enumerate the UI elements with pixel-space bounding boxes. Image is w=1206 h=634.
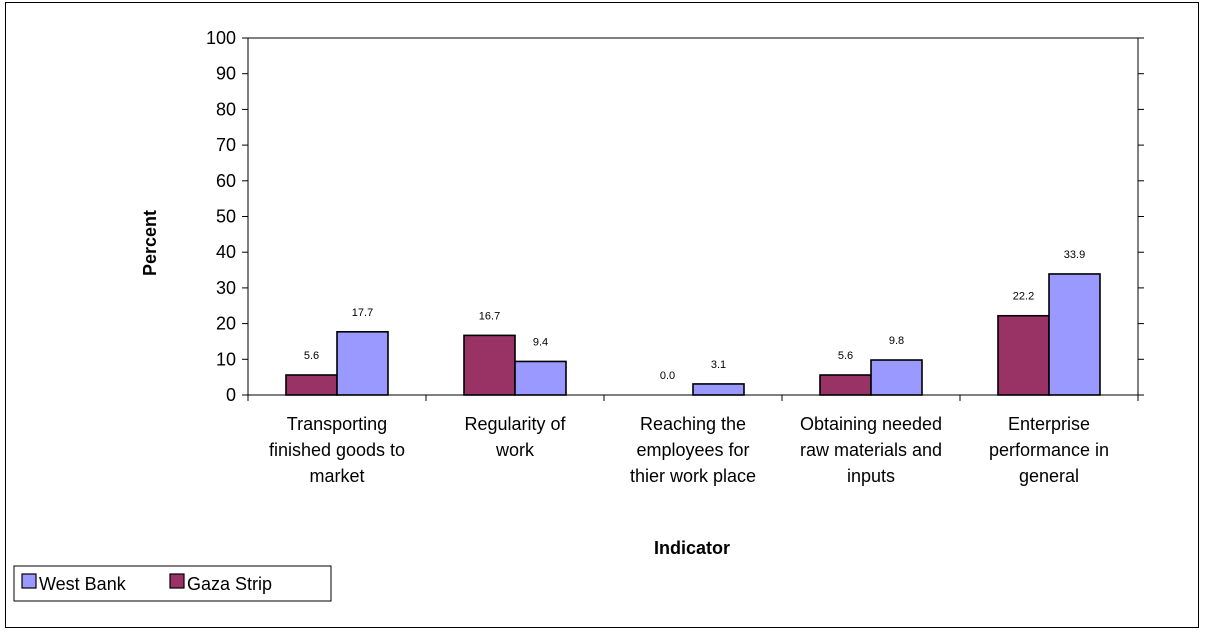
x-category-label-line: Enterprise — [1008, 414, 1090, 434]
bar-gaza-strip — [463, 334, 516, 396]
data-label: 17.7 — [352, 307, 373, 319]
y-tick-label: 100 — [206, 28, 236, 48]
x-axis-title: Indicator — [654, 538, 730, 558]
x-category-label: Obtaining needed raw materials and inputs — [800, 414, 942, 486]
plot-area — [247, 37, 1139, 396]
y-tick-label: 40 — [216, 242, 236, 262]
y-tick-label: 60 — [216, 171, 236, 191]
bar-west-bank — [870, 359, 923, 396]
y-axis-ticks: 0 10 20 30 40 50 60 70 80 90 100 — [206, 28, 1144, 405]
x-category-label: Regularity of work — [464, 414, 566, 460]
x-category-label-line: raw materials and — [800, 440, 942, 460]
legend: West Bank Gaza Strip — [13, 565, 332, 602]
bar-west-bank — [514, 360, 567, 396]
x-category-label-line: Obtaining needed — [800, 414, 942, 434]
y-tick-label: 0 — [226, 385, 236, 405]
x-category-label: Enterprise performance in general — [989, 414, 1109, 486]
y-tick-label: 70 — [216, 135, 236, 155]
data-label: 33.9 — [1064, 249, 1085, 261]
bar-gaza-strip — [285, 374, 338, 396]
y-tick-label: 50 — [216, 207, 236, 227]
y-tick-label: 20 — [216, 314, 236, 334]
x-category-label-line: employees for — [636, 440, 749, 460]
legend-swatch — [169, 573, 185, 589]
y-tick-label: 30 — [216, 278, 236, 298]
bar-west-bank — [1048, 273, 1101, 396]
bar-west-bank — [336, 331, 389, 396]
x-category-label-line: finished goods to — [269, 440, 405, 460]
x-category-label: Reaching the employees for thier work plac… — [630, 414, 756, 486]
bars — [285, 273, 1101, 396]
data-labels: 5.6 16.7 0.0 5.6 22.2 17.7 9.4 3.1 9.8 33.9 — [304, 249, 1085, 382]
data-label: 16.7 — [479, 310, 500, 322]
y-axis-title: Percent — [140, 210, 160, 276]
data-label: 0.0 — [660, 370, 675, 382]
data-label: 5.6 — [304, 350, 319, 362]
data-label: 9.4 — [533, 336, 548, 348]
legend-swatch — [21, 573, 37, 589]
x-category-label-line: work — [495, 440, 535, 460]
legend-entry: West Bank — [39, 574, 127, 594]
x-category-label-line: Reaching the — [640, 414, 746, 434]
bar-gaza-strip — [997, 314, 1050, 396]
x-category-label-line: general — [1019, 466, 1079, 486]
x-category-label-line: performance in — [989, 440, 1109, 460]
x-axis-categories: Transporting finished goods to market Regul… — [247, 395, 1139, 486]
y-tick-label: 10 — [216, 349, 236, 369]
x-category-label-line: Regularity of — [464, 414, 566, 434]
x-category-label-line: inputs — [847, 466, 895, 486]
legend-entry: Gaza Strip — [187, 574, 272, 594]
data-label: 9.8 — [889, 335, 904, 347]
bar-west-bank — [692, 383, 745, 396]
x-category-label-line: Transporting — [287, 414, 387, 434]
y-tick-label: 90 — [216, 64, 236, 84]
x-category-label-line: market — [309, 466, 364, 486]
bar-gaza-strip — [819, 374, 872, 396]
plot-border — [247, 37, 1139, 396]
data-label: 3.1 — [711, 359, 726, 371]
y-tick-label: 80 — [216, 99, 236, 119]
x-category-label-line: thier work place — [630, 466, 756, 486]
x-category-label: Transporting finished goods to market — [269, 414, 405, 486]
data-label: 5.6 — [838, 350, 853, 362]
data-label: 22.2 — [1013, 291, 1034, 303]
